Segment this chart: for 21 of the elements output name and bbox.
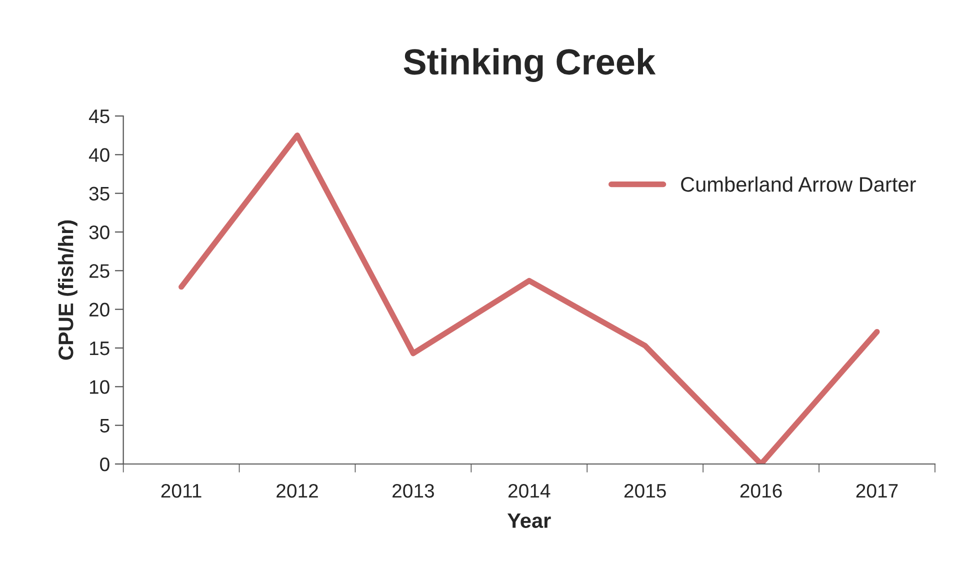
y-tick-label: 5 xyxy=(100,419,110,433)
x-tick-label: 2016 xyxy=(740,484,782,498)
y-tick-label: 25 xyxy=(89,264,110,278)
y-tick-label: 35 xyxy=(89,186,110,201)
y-tick-label: 20 xyxy=(89,302,110,317)
y-axis-title: CPUE (fish/hr) xyxy=(58,220,78,360)
x-tick-label: 2014 xyxy=(508,484,550,498)
x-tick-label: 2011 xyxy=(161,484,202,498)
y-tick-label: 0 xyxy=(100,457,110,472)
x-tick-label: 2012 xyxy=(276,484,318,498)
y-tick-label: 45 xyxy=(88,110,110,124)
y-tick-label: 15 xyxy=(90,342,110,356)
x-tick-label: 2017 xyxy=(856,484,898,498)
y-tick-label: 10 xyxy=(90,380,110,394)
x-tick-label: 2013 xyxy=(392,484,434,498)
chart-title: Stinking Creek xyxy=(404,48,656,82)
x-axis-title: Year xyxy=(507,513,551,528)
y-tick-label: 30 xyxy=(89,225,110,240)
y-tick-label: 40 xyxy=(88,148,110,162)
legend-label: Cumberland Arrow Darter xyxy=(681,176,916,192)
x-tick-label: 2015 xyxy=(624,484,666,498)
